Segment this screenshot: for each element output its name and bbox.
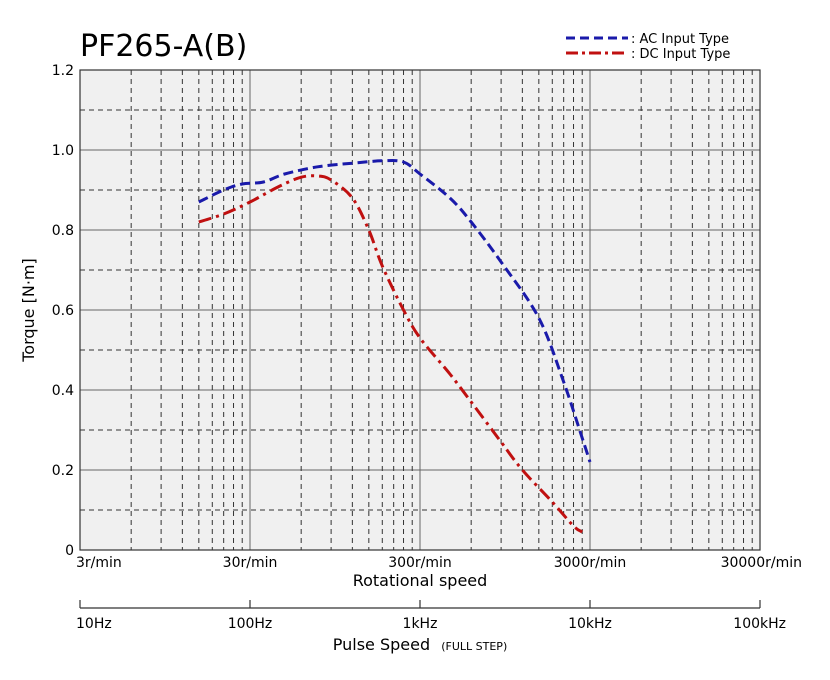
- pulse-axis-label-group: Pulse Speed (FULL STEP): [333, 635, 507, 654]
- x-tick-labels-pulse: 10Hz 100Hz 1kHz 10kHz 100kHz: [76, 616, 786, 632]
- y-tick-label: 1.0: [52, 143, 74, 159]
- y-tick-label: 0.8: [52, 223, 74, 239]
- series-line-dc: [198, 174, 584, 534]
- y-tick-label: 0.4: [52, 383, 74, 399]
- y-tick-label: 0: [65, 543, 74, 559]
- chart-title: PF265-A(B): [80, 29, 247, 64]
- y-tick-label: 1.2: [52, 63, 74, 79]
- x-tick-label-speed: 300r/min: [388, 555, 452, 571]
- x-tick-label-speed: 3r/min: [76, 555, 122, 571]
- x-tick-label-pulse: 100kHz: [733, 616, 786, 632]
- y-tick-label: 0.2: [52, 463, 74, 479]
- x-tick-label-pulse: 100Hz: [228, 616, 273, 632]
- x-tick-label-pulse: 1kHz: [403, 616, 438, 632]
- x-tick-label-pulse: 10Hz: [76, 616, 112, 632]
- x-tick-label-speed: 30000r/min: [721, 555, 802, 571]
- x-tick-label-speed: 30r/min: [223, 555, 278, 571]
- y-tick-label: 0.6: [52, 303, 74, 319]
- legend: : AC Input Type : DC Input Type: [566, 32, 730, 62]
- pulse-axis-label: Pulse Speed: [333, 635, 430, 654]
- y-axis-label: Torque [N·m]: [19, 258, 38, 363]
- grid: [80, 70, 760, 550]
- series-line-ac: [198, 159, 592, 463]
- legend-ac-label: : AC Input Type: [631, 32, 729, 47]
- pulse-axis-ticks: [79, 600, 761, 608]
- series-layer: [198, 159, 592, 534]
- x-tick-labels-speed: 3r/min 30r/min 300r/min 3000r/min 30000r/min: [76, 555, 802, 571]
- x-tick-label-pulse: 10kHz: [568, 616, 612, 632]
- pulse-axis-sublabel: (FULL STEP): [441, 640, 507, 653]
- x-tick-label-speed: 3000r/min: [554, 555, 627, 571]
- y-tick-labels: 0 0.2 0.4 0.6 0.8 1.0 1.2: [52, 63, 74, 559]
- legend-dc-label: : DC Input Type: [631, 47, 730, 62]
- plot-border: [79, 69, 761, 551]
- x-axis-label: Rotational speed: [353, 571, 488, 590]
